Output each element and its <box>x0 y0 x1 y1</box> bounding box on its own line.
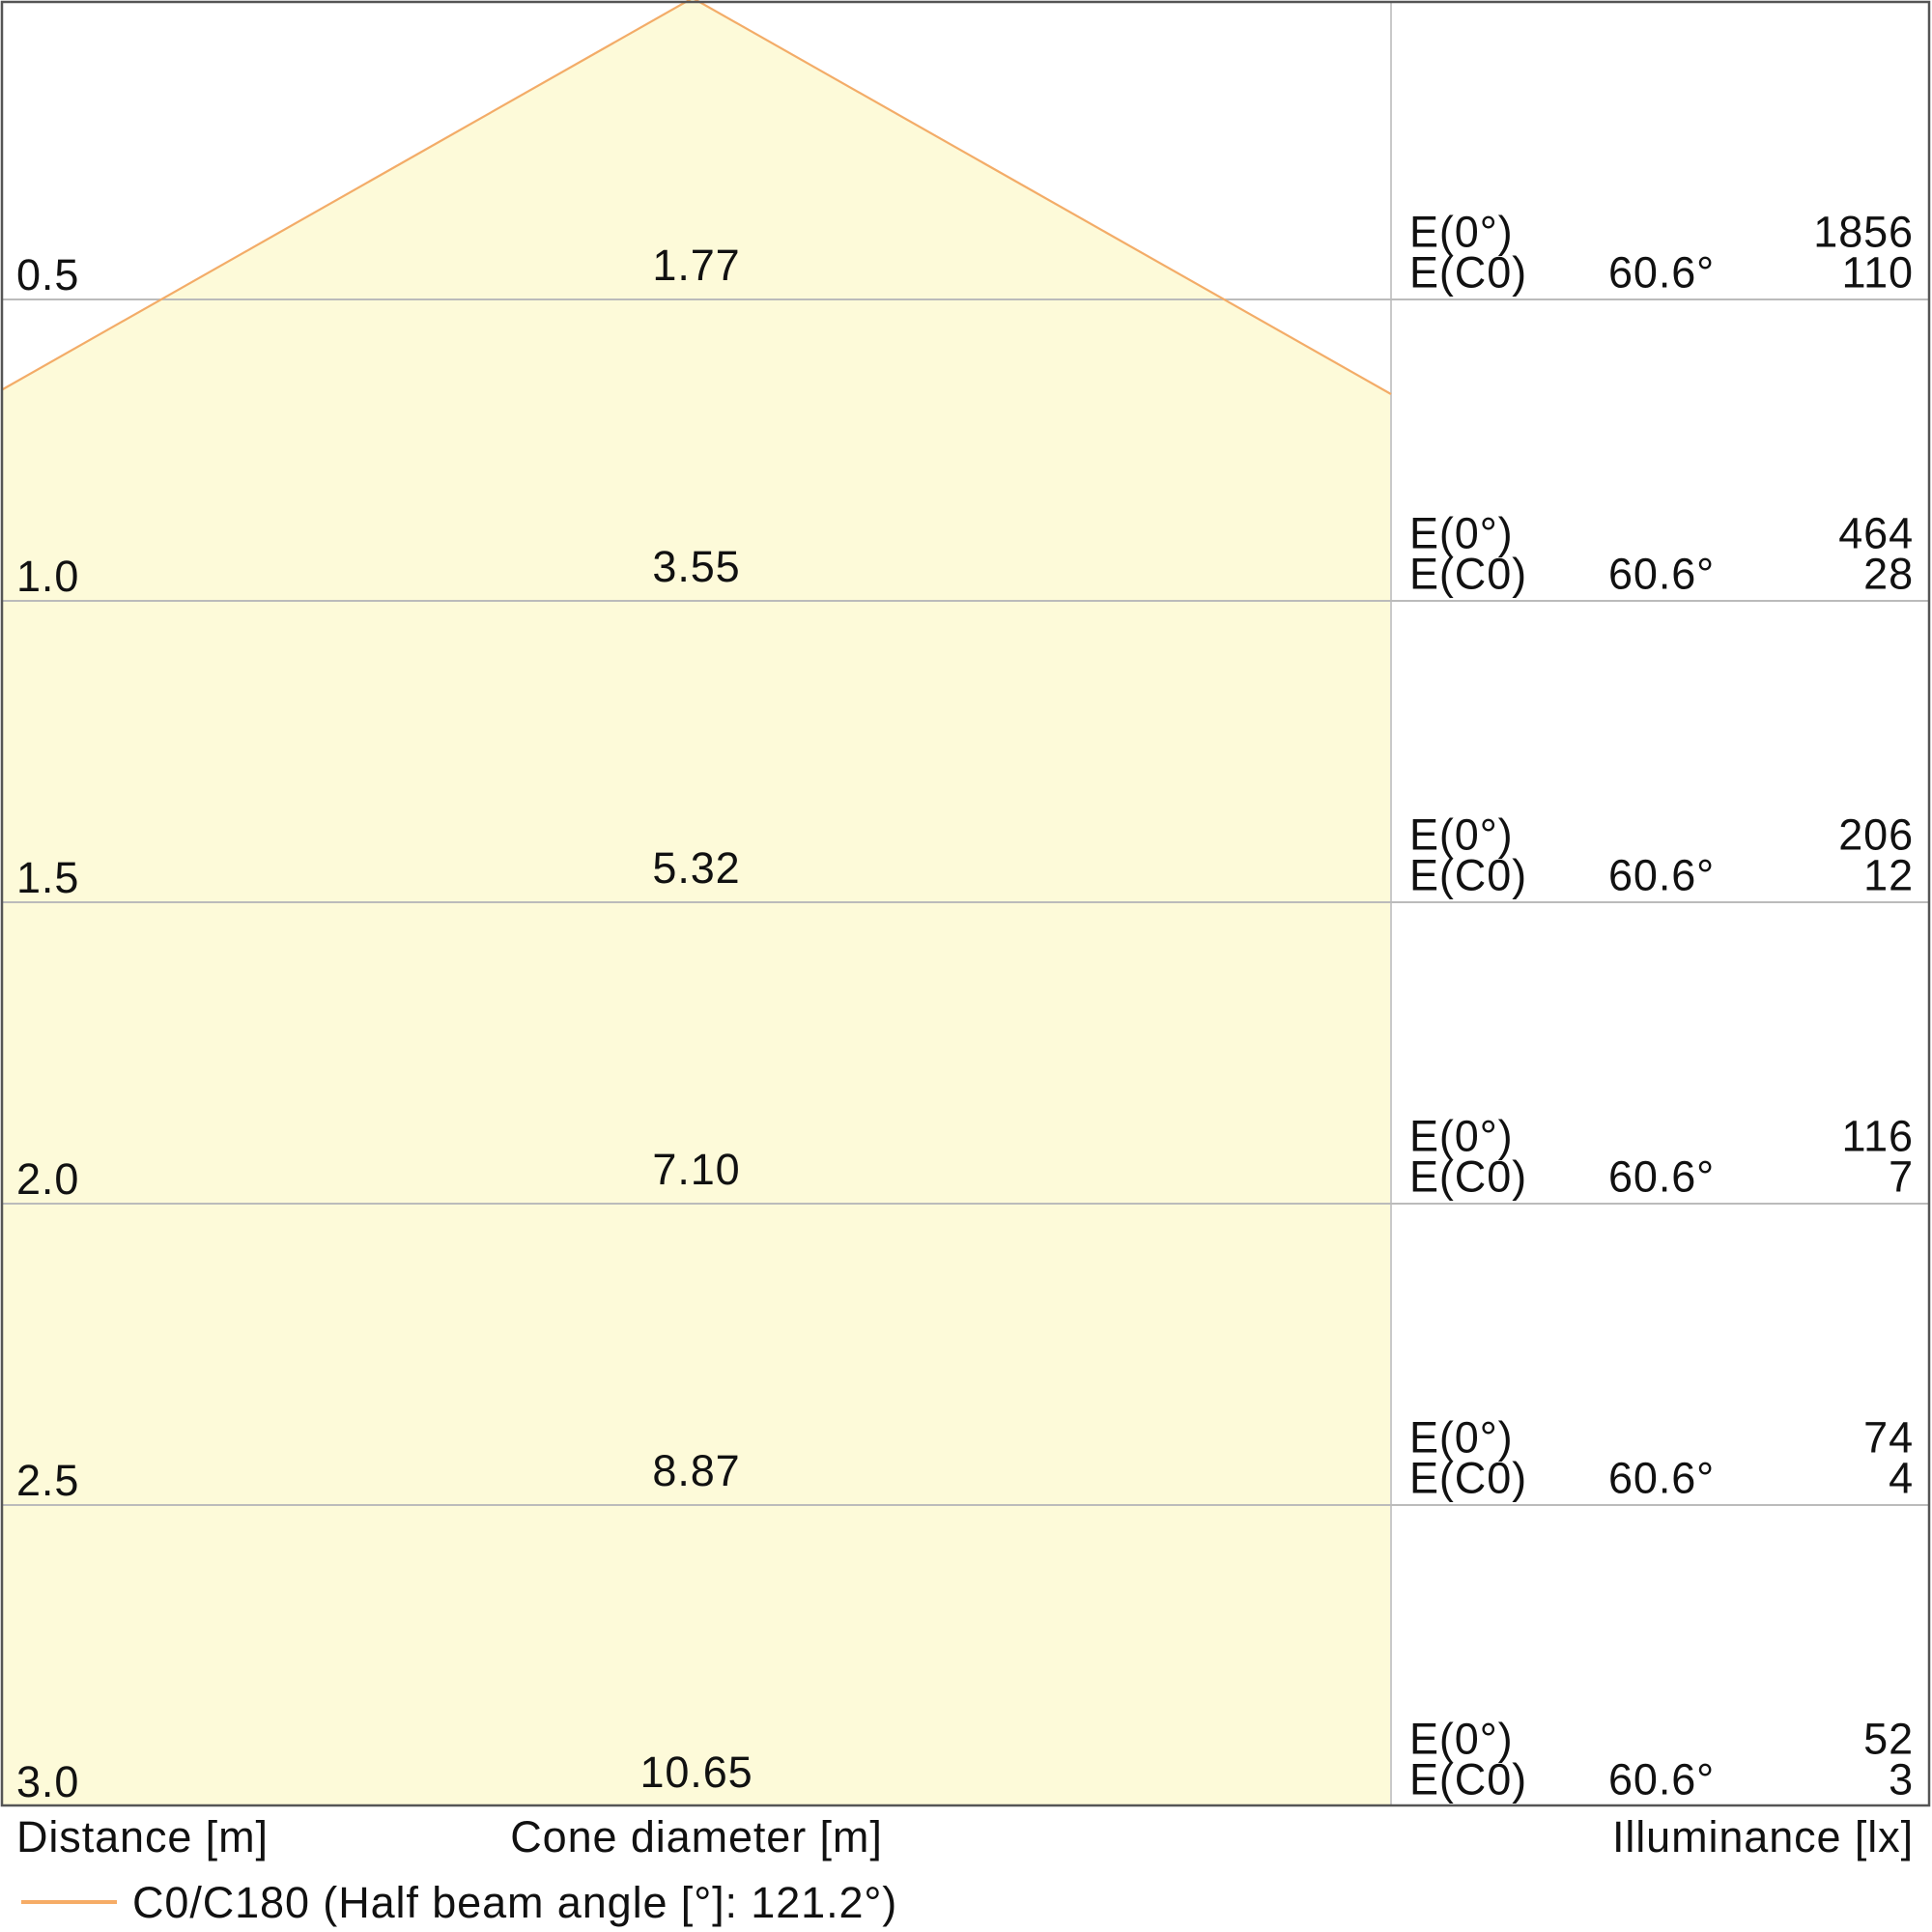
svg-text:E(0°): E(0°) <box>1409 1715 1514 1764</box>
svg-text:Distance [m]: Distance [m] <box>16 1812 269 1861</box>
svg-text:3.55: 3.55 <box>652 542 740 591</box>
svg-text:110: 110 <box>1842 248 1914 298</box>
svg-text:3: 3 <box>1889 1755 1914 1804</box>
svg-text:8.87: 8.87 <box>652 1446 740 1495</box>
svg-text:464: 464 <box>1838 509 1914 558</box>
svg-text:Illuminance [lx]: Illuminance [lx] <box>1612 1812 1914 1861</box>
svg-text:28: 28 <box>1863 550 1914 599</box>
svg-text:E(C0): E(C0) <box>1409 550 1527 599</box>
svg-text:4: 4 <box>1889 1454 1914 1503</box>
svg-text:E(C0): E(C0) <box>1409 248 1527 298</box>
svg-text:1.5: 1.5 <box>16 853 79 902</box>
svg-text:60.6°: 60.6° <box>1608 851 1715 900</box>
svg-text:1856: 1856 <box>1813 208 1914 257</box>
svg-text:60.6°: 60.6° <box>1608 1755 1715 1804</box>
svg-text:60.6°: 60.6° <box>1608 550 1715 599</box>
svg-text:116: 116 <box>1842 1112 1914 1161</box>
svg-text:1.0: 1.0 <box>16 552 79 601</box>
svg-text:C0/C180 (Half beam angle [°]:: C0/C180 (Half beam angle [°]: 121.2°) <box>132 1878 897 1927</box>
svg-text:60.6°: 60.6° <box>1608 1454 1715 1503</box>
svg-text:74: 74 <box>1863 1413 1914 1463</box>
svg-text:E(C0): E(C0) <box>1409 851 1527 900</box>
svg-text:E(0°): E(0°) <box>1409 509 1514 558</box>
svg-text:2.5: 2.5 <box>16 1456 79 1505</box>
svg-text:60.6°: 60.6° <box>1608 248 1715 298</box>
svg-text:206: 206 <box>1838 810 1914 860</box>
svg-text:5.32: 5.32 <box>652 843 740 893</box>
svg-text:E(C0): E(C0) <box>1409 1755 1527 1804</box>
svg-text:0.5: 0.5 <box>16 250 79 299</box>
svg-text:2.0: 2.0 <box>16 1154 79 1204</box>
svg-text:E(0°): E(0°) <box>1409 1413 1514 1463</box>
svg-text:10.65: 10.65 <box>639 1747 753 1797</box>
svg-text:E(C0): E(C0) <box>1409 1152 1527 1202</box>
svg-text:Cone diameter [m]: Cone diameter [m] <box>510 1812 882 1861</box>
svg-text:60.6°: 60.6° <box>1608 1152 1715 1202</box>
svg-text:7.10: 7.10 <box>652 1145 740 1194</box>
svg-text:E(0°): E(0°) <box>1409 810 1514 860</box>
svg-text:52: 52 <box>1863 1715 1914 1764</box>
svg-text:E(0°): E(0°) <box>1409 1112 1514 1161</box>
svg-text:E(C0): E(C0) <box>1409 1454 1527 1503</box>
svg-text:7: 7 <box>1889 1152 1914 1202</box>
svg-text:3.0: 3.0 <box>16 1757 79 1806</box>
svg-text:12: 12 <box>1863 851 1914 900</box>
svg-text:1.77: 1.77 <box>652 241 740 290</box>
svg-text:E(0°): E(0°) <box>1409 208 1514 257</box>
